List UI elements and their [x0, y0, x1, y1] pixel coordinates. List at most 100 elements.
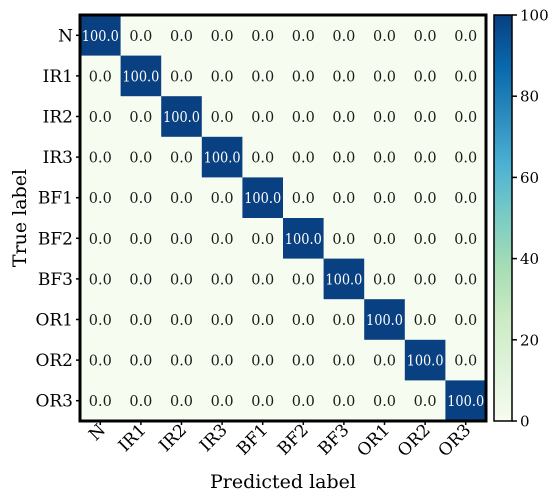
cell-value-label: 0.0 [332, 27, 355, 45]
cell-value-label: 100.0 [325, 270, 362, 288]
y-tick-label: BF1 [38, 189, 73, 209]
heatmap-cell [80, 177, 121, 219]
cell-value-label: 0.0 [251, 67, 274, 85]
heatmap-cell [80, 380, 121, 422]
heatmap-cell [404, 218, 446, 259]
heatmap-cell [445, 299, 487, 341]
heatmap-cell [323, 177, 365, 219]
cell-value-label: 100.0 [407, 352, 444, 370]
x-tick-label: OR1 [353, 420, 394, 461]
cell-value-label: 0.0 [332, 149, 355, 167]
heatmap-cell [404, 15, 446, 56]
cell-value-label: 0.0 [251, 230, 274, 248]
cell-value-label: 0.0 [170, 230, 193, 248]
cell-value-label: 0.0 [89, 392, 112, 410]
heatmap-cell [323, 339, 365, 381]
heatmap-cell [364, 55, 406, 97]
y-tick-label: BF2 [38, 229, 73, 249]
cell-value-label: 0.0 [251, 352, 274, 370]
cell-value-label: 0.0 [89, 311, 112, 329]
colorbar-tick-label: 20 [520, 331, 539, 349]
heatmap-cell [242, 218, 284, 259]
colorbar-tick-label: 0 [520, 413, 530, 431]
cell-value-label: 0.0 [129, 270, 152, 288]
cell-value-label: 0.0 [292, 270, 315, 288]
heatmap-cell [80, 258, 121, 300]
heatmap-cell [161, 380, 203, 422]
y-axis-ticks: N IR1 IR2 IR3 BF1 BF2 BF3 OR1 OR2 OR3 [35, 26, 80, 412]
cell-value-label: 0.0 [89, 270, 112, 288]
cell-value-label: 0.0 [211, 230, 234, 248]
cell-value-label: 0.0 [89, 108, 112, 126]
cell-value-label: 0.0 [129, 230, 152, 248]
colorbar-tick-label: 40 [520, 250, 539, 268]
cell-value-label: 100.0 [204, 149, 241, 167]
cell-value-label: 0.0 [211, 67, 234, 85]
cell-value-label: 0.0 [414, 392, 437, 410]
cell-value-label: 0.0 [129, 392, 152, 410]
cell-value-label: 0.0 [170, 352, 193, 370]
cell-value-label: 0.0 [211, 270, 234, 288]
cell-value-label: 0.0 [414, 230, 437, 248]
cell-value-label: 0.0 [211, 108, 234, 126]
heatmap-cell [283, 177, 324, 219]
heatmap-cell [404, 96, 446, 138]
heatmap-cell [201, 136, 243, 178]
heatmap-cell [201, 177, 243, 219]
heatmap-cell [161, 15, 203, 56]
cell-value-label: 0.0 [89, 189, 112, 207]
y-tick-label: OR2 [35, 351, 73, 371]
cell-value-label: 0.0 [332, 311, 355, 329]
heatmap-cell [201, 339, 243, 381]
colorbar-tick-label: 100 [520, 7, 549, 25]
cell-value-label: 0.0 [292, 67, 315, 85]
cell-value-label: 0.0 [292, 189, 315, 207]
heatmap-cell [201, 258, 243, 300]
heatmap-cell [201, 380, 243, 422]
cell-value-label: 0.0 [170, 311, 193, 329]
cell-value-label: 0.0 [170, 270, 193, 288]
x-tick-label: BF1 [233, 420, 272, 459]
cell-value-label: 0.0 [454, 270, 477, 288]
heatmap-cell [201, 96, 243, 138]
heatmap-cell [323, 55, 365, 97]
cell-value-label: 100.0 [163, 108, 200, 126]
y-tick-label: OR3 [35, 392, 73, 412]
heatmap-cell [404, 339, 446, 381]
heatmap-cell [120, 136, 162, 178]
cell-value-label: 0.0 [454, 67, 477, 85]
x-tick-label: IR3 [196, 420, 232, 456]
cell-value-label: 0.0 [211, 189, 234, 207]
colorbar-tick-label: 80 [520, 88, 539, 106]
heatmap-cell [80, 55, 121, 97]
cell-value-label: 0.0 [332, 189, 355, 207]
x-tick-label: BF3 [314, 420, 353, 459]
cell-value-label: 0.0 [373, 108, 396, 126]
heatmap-cell [364, 339, 406, 381]
cell-value-label: 0.0 [414, 67, 437, 85]
heatmap-cell [161, 218, 203, 259]
cell-value-label: 0.0 [170, 392, 193, 410]
colorbar-ticks: 0 20 40 60 80 100 [512, 7, 549, 431]
heatmap-cell [80, 15, 121, 56]
colorbar-gradient [493, 14, 513, 422]
cell-value-label: 0.0 [89, 149, 112, 167]
heatmap-cell [323, 15, 365, 56]
heatmap-cell [161, 96, 203, 138]
heatmap-cell [283, 339, 324, 381]
cell-value-label: 0.0 [292, 108, 315, 126]
cell-value-label: 0.0 [251, 108, 274, 126]
heatmap-cell [120, 258, 162, 300]
heatmap-cell [242, 177, 284, 219]
heatmap-cell [404, 177, 446, 219]
heatmap-cell [364, 299, 406, 341]
y-axis-label: True label [9, 169, 31, 267]
x-tick-label: BF2 [274, 420, 313, 459]
heatmap-cell [161, 177, 203, 219]
cell-value-label: 0.0 [373, 149, 396, 167]
heatmap-cell [242, 299, 284, 341]
cell-value-label: 0.0 [414, 189, 437, 207]
heatmap-cell [161, 299, 203, 341]
heatmap-cell [242, 136, 284, 178]
cell-value-label: 0.0 [89, 352, 112, 370]
